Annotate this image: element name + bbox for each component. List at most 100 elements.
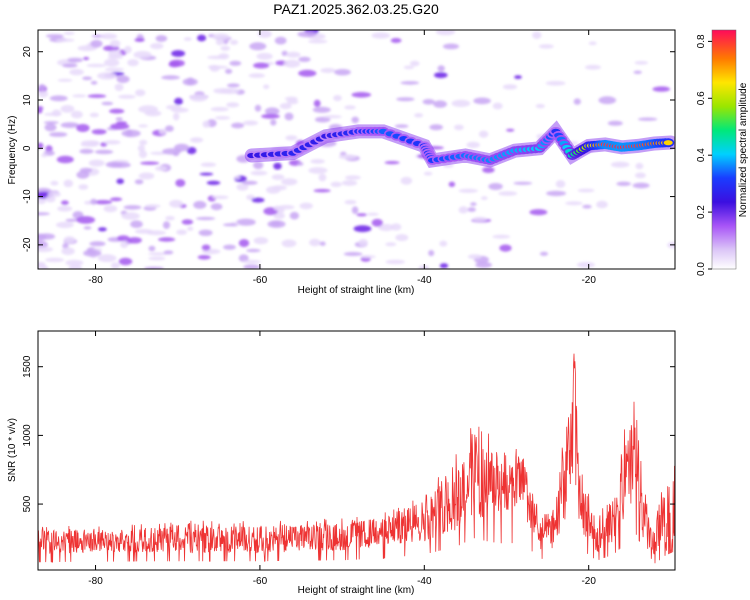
spectrogram-noise-blob <box>481 196 488 201</box>
spectrogram-noise-blob <box>283 59 301 68</box>
spectrogram-noise-blob <box>499 244 512 252</box>
spectrogram-noise-blob <box>394 124 409 128</box>
spectrogram-noise-blob <box>90 80 98 85</box>
spectrogram-noise-blob <box>353 225 372 233</box>
spectrogram-noise-blob <box>454 124 464 131</box>
spectrogram-noise-blob <box>174 97 183 105</box>
spectrogram-noise-blob <box>38 261 46 269</box>
spectrogram-noise-blob <box>588 41 597 46</box>
spectrogram-noise-blob <box>265 107 280 116</box>
spectrogram-noise-blob <box>351 206 359 214</box>
spectrogram-noise-blob <box>212 33 230 41</box>
spectrogram-noise-blob <box>310 159 325 164</box>
spectrogram-xlabel: Height of straight line (km) <box>298 285 415 296</box>
spectrogram-noise-blob <box>435 30 456 36</box>
spectrogram-noise-blob <box>226 102 240 108</box>
spectrogram-noise-blob <box>169 199 184 208</box>
spectrogram-noise-blob <box>49 132 68 137</box>
spectrogram-noise-blob <box>189 94 208 102</box>
spectrogram-noise-blob <box>118 257 133 266</box>
spectrogram-noise-blob <box>246 248 261 253</box>
spectrogram-noise-blob <box>257 30 272 38</box>
spectrogram-noise-blob <box>422 99 435 105</box>
spectrogram-noise-blob <box>77 45 97 52</box>
spectrogram-noise-blob <box>104 67 125 72</box>
spectrogram-noise-blob <box>45 257 65 263</box>
spectrogram-noise-blob <box>360 255 376 259</box>
spectrogram-ridge-core <box>663 140 673 146</box>
spectrogram-noise-blob <box>83 226 92 230</box>
spectrogram-noise-blob <box>116 75 130 83</box>
spectrogram-noise-blob <box>162 221 171 230</box>
colorbar-ticks: 0.0 0.2 0.4 0.6 0.8 <box>696 34 712 276</box>
spectrogram-noise-blob <box>79 148 94 154</box>
y-tick-label: 20 <box>22 46 33 58</box>
spectrogram-noise-blob <box>433 100 447 108</box>
spectrogram-noise-blob <box>279 103 292 110</box>
spectrogram-noise-blob <box>168 61 181 68</box>
spectrogram-noise-blob <box>529 209 548 216</box>
spectrogram-noise-blob <box>428 250 435 257</box>
spectrogram-noise-blob <box>171 50 186 57</box>
spectrogram-noise-blob <box>225 68 233 74</box>
spectrogram-noise-blob <box>236 218 256 226</box>
spectrogram-noise-blob <box>538 44 554 49</box>
spectrogram-noise-blob <box>545 81 566 86</box>
spectrogram-noise-blob <box>577 188 595 193</box>
x-tick-label: -20 <box>581 275 596 286</box>
spectrogram-noise-blob <box>251 197 265 203</box>
spectrogram-noise-blob <box>271 174 285 181</box>
spectrogram-noise-blob <box>298 69 317 77</box>
spectrogram-noise-blob <box>56 221 74 229</box>
spectrogram-noise-blob <box>146 230 167 236</box>
spectrogram-noise-blob <box>155 166 167 171</box>
spectrogram-noise-blob <box>211 195 229 200</box>
spectrogram-noise-blob <box>198 229 213 236</box>
spectrogram-noise-blob <box>345 175 361 180</box>
spectrogram-noise-blob <box>138 124 149 128</box>
spectrogram-noise-blob <box>482 166 495 173</box>
spectrogram-noise-blob <box>400 176 413 185</box>
spectrogram-noise-blob <box>313 189 331 193</box>
spectrogram-noise-blob <box>270 221 281 227</box>
spectrogram-noise-blob <box>165 216 175 221</box>
spectrogram-noise-blob <box>45 145 53 153</box>
spectrogram-noise-blob <box>49 95 68 102</box>
spectrogram-noise-blob <box>532 31 542 39</box>
spectrogram-noise-blob <box>341 180 358 186</box>
x-tick-label: -20 <box>581 576 596 587</box>
spectrogram-noise-blob <box>117 235 130 242</box>
spectrogram-noise-blob <box>94 149 114 155</box>
spectrogram-noise-blob <box>395 234 409 242</box>
spectrogram-noise-blob <box>229 39 239 45</box>
spectrogram-noise-blob <box>98 227 107 232</box>
spectrogram-noise-blob <box>261 113 280 119</box>
colorbar-tick-label: 0.8 <box>696 34 707 48</box>
spectrogram-noise-blob <box>638 117 658 121</box>
spectrogram-noise-blob <box>285 135 298 141</box>
figure-title: PAZ1.2025.362.03.25.G20 <box>273 1 439 17</box>
spectrogram-noise-blob <box>134 38 145 42</box>
spectrogram-noise-blob <box>223 223 238 227</box>
spectrogram-noise-blob <box>320 68 336 73</box>
spectrogram-noise-blob <box>253 62 270 69</box>
spectrogram-noise-blob <box>186 147 197 155</box>
spectrogram-noise-blob <box>308 167 328 174</box>
y-tick-label: 1000 <box>22 424 33 447</box>
x-tick-label: -40 <box>417 275 432 286</box>
spectrogram-noise-blob <box>90 39 103 48</box>
spectrogram-noise-blob <box>313 99 321 107</box>
colorbar-tick-label: 0.0 <box>696 262 707 276</box>
spectrogram-noise-blob <box>218 53 230 60</box>
spectrogram-noise-blob <box>56 155 74 164</box>
spectrogram-noise-blob <box>281 239 297 248</box>
spectrogram-noise-blob <box>273 205 282 211</box>
spectrogram-noise-blob <box>158 237 176 242</box>
spectrogram-noise-blob <box>214 116 231 120</box>
spectrogram-noise-blob <box>38 142 44 149</box>
spectrogram-noise-blob <box>442 43 460 50</box>
spectrogram-noise-blob <box>254 104 262 112</box>
spectrogram-noise-blob <box>273 162 282 170</box>
spectrogram-noise-blob <box>114 83 124 92</box>
spectrogram-noise-blob <box>144 110 162 117</box>
